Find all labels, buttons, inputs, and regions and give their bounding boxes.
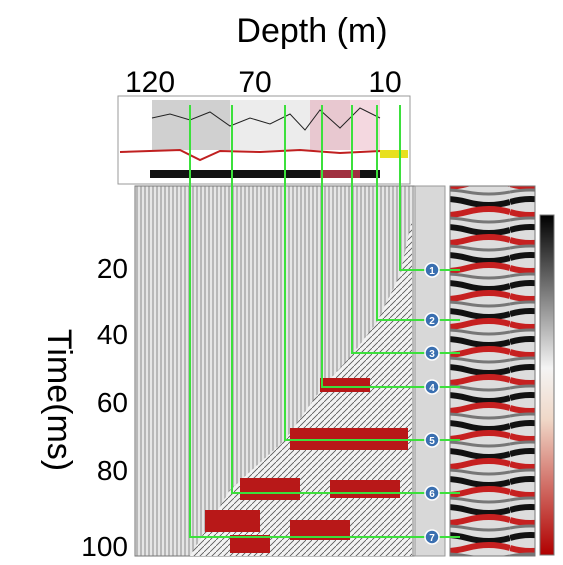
marker-label: 2 bbox=[429, 316, 435, 327]
depth-label: 70 bbox=[238, 66, 271, 99]
title: Depth (m) bbox=[236, 12, 387, 50]
time-tick-label: 60 bbox=[97, 387, 128, 418]
marker-circle bbox=[424, 432, 440, 448]
marker-circle bbox=[424, 345, 440, 361]
marker-label: 7 bbox=[429, 533, 435, 544]
marker-label: 3 bbox=[429, 349, 435, 360]
marker-circle bbox=[424, 312, 440, 328]
time-tick-label: 100 bbox=[81, 531, 128, 562]
depth-label: 120 bbox=[125, 66, 175, 99]
marker-label: 1 bbox=[429, 266, 435, 277]
time-axis-label: Time(ms) bbox=[40, 329, 78, 471]
marker-circle bbox=[424, 379, 440, 395]
wavelet-panel bbox=[449, 185, 536, 557]
marker-label: 5 bbox=[429, 436, 435, 447]
time-tick-label: 40 bbox=[97, 319, 128, 350]
depth-label: 10 bbox=[368, 66, 401, 99]
marker-circle bbox=[424, 529, 440, 545]
time-tick-label: 80 bbox=[97, 455, 128, 486]
seismic-section bbox=[134, 185, 416, 557]
marker-label: 4 bbox=[429, 383, 435, 394]
colorbar bbox=[539, 214, 555, 556]
time-tick-label: 20 bbox=[97, 253, 128, 284]
log-panel bbox=[117, 95, 411, 185]
toolbar bbox=[414, 185, 446, 557]
marker-circle bbox=[424, 485, 440, 501]
marker-circle bbox=[424, 262, 440, 278]
marker-label: 6 bbox=[429, 489, 435, 500]
guide-lines bbox=[189, 105, 460, 538]
